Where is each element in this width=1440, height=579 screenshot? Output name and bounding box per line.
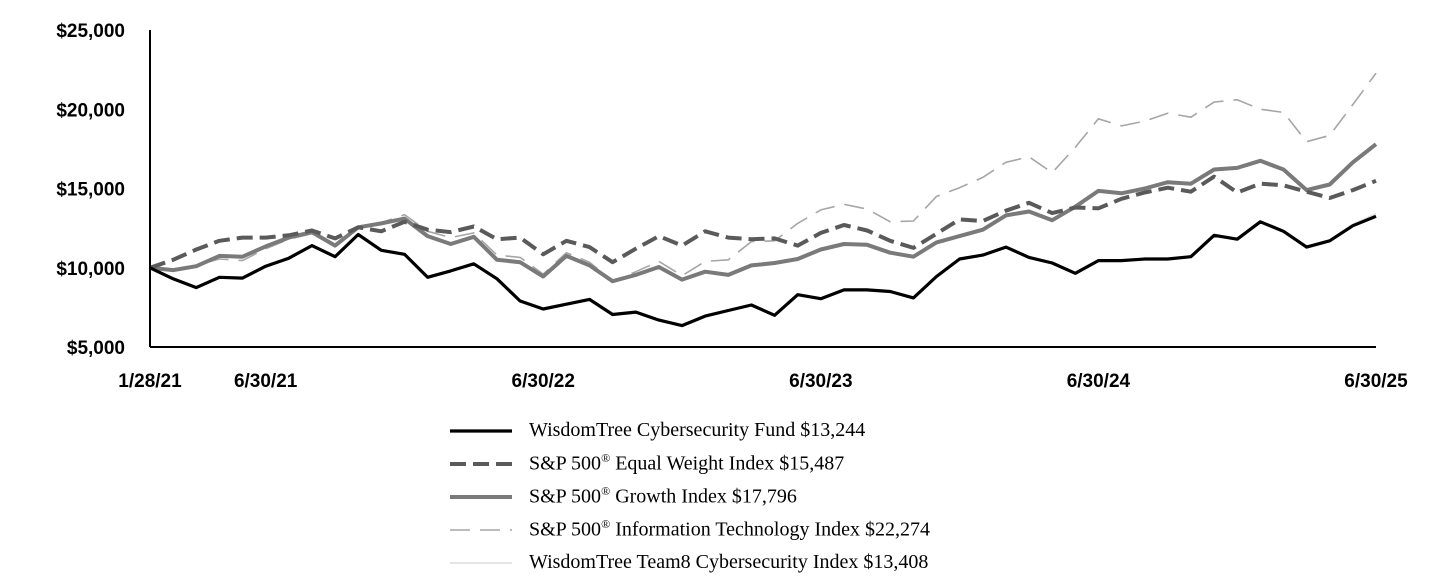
y-tick-label: $5,000 [67, 338, 125, 359]
x-axis-ticks: 1/28/21 6/30/21 6/30/22 6/30/23 6/30/24 6/30/… [118, 371, 1408, 392]
x-tick-label: 6/30/23 [789, 371, 852, 392]
x-tick-label: 6/30/25 [1344, 371, 1408, 392]
legend-item: S&P 500® Equal Weight Index $15,487 [450, 447, 1150, 480]
legend-swatch [450, 428, 512, 433]
series-line-2 [149, 142, 1378, 284]
legend-label: S&P 500® Growth Index $17,796 [529, 484, 797, 508]
legend-swatch [450, 561, 512, 564]
line-chart: $5,000 $10,000 $15,000 $20,000 $25,000 1/28/… [56, 21, 1408, 392]
legend-swatch [450, 494, 512, 499]
series-line-1 [149, 174, 1377, 270]
series-line-3 [149, 72, 1377, 283]
x-tick-label: 1/28/21 [118, 371, 182, 392]
legend-item: WisdomTree Team8 Cybersecurity Index $13… [450, 546, 1150, 579]
y-axis-ticks: $5,000 $10,000 $15,000 $20,000 $25,000 [56, 21, 125, 359]
y-tick-label: $10,000 [56, 259, 125, 280]
x-tick-label: 6/30/22 [512, 371, 575, 392]
legend-item: S&P 500® Growth Index $17,796 [450, 480, 1150, 513]
y-tick-label: $20,000 [56, 100, 125, 121]
legend-swatch [450, 461, 512, 466]
y-tick-label: $15,000 [56, 180, 125, 201]
y-tick-label: $25,000 [56, 21, 125, 42]
legend-item: S&P 500® Information Technology Index $2… [450, 513, 1150, 546]
legend-label: WisdomTree Cybersecurity Fund $13,244 [529, 419, 866, 441]
legend-label: S&P 500® Equal Weight Index $15,487 [529, 451, 845, 475]
x-tick-label: 6/30/21 [234, 371, 298, 392]
legend-swatch [450, 528, 512, 531]
series-line-0 [149, 214, 1377, 328]
series-lines [149, 72, 1378, 328]
x-tick-label: 6/30/24 [1067, 371, 1131, 392]
series-line-4 [149, 212, 1377, 326]
legend-label: WisdomTree Team8 Cybersecurity Index $13… [529, 551, 929, 573]
chart-legend: WisdomTree Cybersecurity Fund $13,244 S&P… [450, 414, 1150, 579]
legend-label: S&P 500® Information Technology Index $2… [529, 517, 931, 541]
legend-item: WisdomTree Cybersecurity Fund $13,244 [450, 414, 1150, 447]
